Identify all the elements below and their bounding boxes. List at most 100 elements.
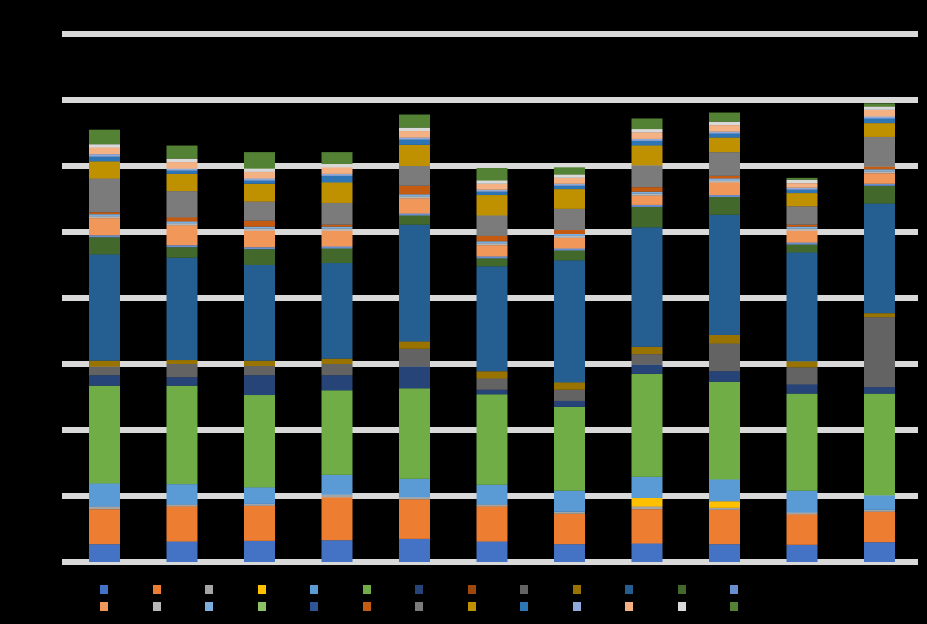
legend-swatch	[310, 585, 318, 594]
bar-segment-2-series-23	[166, 168, 198, 171]
bar-stack-8	[631, 118, 663, 562]
bar-segment-7-series-23	[554, 183, 585, 186]
bar-segment-1-series-12	[89, 237, 120, 255]
bar-segment-10-series-5	[786, 490, 818, 513]
bar-segment-8-series-11	[631, 227, 663, 347]
bar-segment-2-series-1	[166, 541, 198, 562]
bar-segment-3-series-19	[244, 220, 275, 227]
bar-segment-6-series-21	[476, 195, 508, 216]
bar-segment-5-series-15	[399, 196, 430, 199]
legend-item-series-24	[625, 602, 635, 611]
legend-swatch	[520, 585, 528, 594]
bar-segment-7-series-15	[554, 235, 585, 238]
bar-segment-6-series-19	[476, 235, 508, 242]
bar-segment-2-series-19	[166, 217, 198, 222]
bar-segment-10-series-16	[786, 226, 818, 229]
bar-segment-6-series-13	[476, 256, 508, 259]
legend-item-series-26	[730, 602, 740, 611]
bar-segment-11-series-13	[864, 183, 895, 186]
bar-segment-4-series-3	[321, 494, 353, 498]
bar-segment-3-series-24	[244, 171, 275, 179]
bar-segment-6-series-10	[476, 371, 508, 379]
bar-stack-5	[399, 114, 430, 562]
bar-segment-5-series-22	[399, 139, 430, 145]
bar-segment-10-series-13	[786, 242, 818, 245]
bar-stack-2	[166, 145, 198, 562]
bar-segment-3-series-9	[244, 365, 275, 376]
bar-segment-4-series-1	[321, 540, 353, 562]
bar-segment-10-series-26	[786, 177, 818, 180]
bar-segment-5-series-12	[399, 215, 430, 225]
bar-segment-11-series-9	[864, 317, 895, 388]
bar-segment-9-series-4	[709, 501, 740, 508]
legend-item-series-13	[730, 585, 740, 594]
bar-stack-3	[244, 152, 275, 562]
bar-segment-8-series-14	[631, 195, 663, 205]
legend-swatch	[467, 585, 476, 594]
bar-segment-4-series-23	[321, 173, 353, 176]
legend-swatch	[257, 585, 266, 594]
bar-segment-3-series-11	[244, 265, 275, 361]
bar-segment-10-series-14	[786, 230, 818, 243]
bar-segment-7-series-9	[554, 389, 585, 401]
bar-segment-9-series-19	[709, 175, 740, 179]
bar-segment-11-series-20	[864, 136, 895, 167]
legend-swatch	[677, 602, 686, 611]
bar-segment-11-series-10	[864, 313, 895, 318]
bar-segment-9-series-2	[709, 509, 740, 545]
bar-segment-1-series-13	[89, 235, 120, 238]
legend-item-series-3	[205, 585, 215, 594]
legend-swatch	[625, 585, 633, 594]
bar-segment-4-series-10	[321, 358, 353, 364]
bar-segment-9-series-15	[709, 180, 740, 183]
bar-segment-6-series-24	[476, 183, 508, 190]
bar-segment-9-series-3	[709, 507, 740, 510]
bar-segment-10-series-12	[786, 244, 818, 253]
bar-segment-9-series-9	[709, 343, 740, 372]
bar-segment-10-series-23	[786, 187, 818, 190]
bar-segment-1-series-11	[89, 254, 120, 361]
bar-segment-8-series-22	[631, 140, 663, 146]
bar-segment-6-series-7	[476, 389, 508, 395]
bar-segment-10-series-20	[786, 206, 818, 225]
bar-segment-2-series-14	[166, 225, 198, 246]
bar-segment-10-series-10	[786, 361, 818, 368]
legend-item-series-14	[100, 602, 110, 611]
bar-segment-7-series-6	[554, 406, 585, 491]
legend-item-series-22	[520, 602, 530, 611]
legend-item-series-10	[572, 585, 583, 594]
legend	[100, 585, 820, 619]
bar-segment-11-series-15	[864, 171, 895, 174]
bar-segment-3-series-16	[244, 226, 275, 229]
bar-segment-1-series-2	[89, 509, 120, 545]
bar-segment-7-series-11	[554, 260, 585, 383]
bar-segment-9-series-24	[709, 125, 740, 132]
bar-segment-1-series-14	[89, 218, 120, 236]
bar-segment-8-series-3	[631, 506, 663, 510]
bar-segment-9-series-23	[709, 131, 740, 134]
bar-segment-9-series-14	[709, 182, 740, 196]
bar-segment-11-series-26	[864, 103, 895, 107]
bar-segment-9-series-10	[709, 334, 740, 344]
bar-segment-4-series-12	[321, 248, 353, 264]
bar-segment-2-series-24	[166, 162, 198, 169]
bar-segment-11-series-6	[864, 393, 895, 496]
bar-segment-7-series-7	[554, 400, 585, 407]
bar-segment-1-series-3	[89, 506, 120, 510]
bar-segment-11-series-7	[864, 387, 895, 394]
bar-segment-6-series-26	[476, 167, 508, 181]
legend-swatch	[310, 602, 318, 611]
bar-segment-7-series-24	[554, 177, 585, 184]
bar-stack-6	[476, 167, 508, 562]
bar-segment-2-series-11	[166, 257, 198, 361]
bar-segment-4-series-11	[321, 263, 353, 359]
bar-segment-8-series-4	[631, 497, 663, 507]
bar-segment-2-series-12	[166, 247, 198, 258]
bar-segment-6-series-5	[476, 484, 508, 505]
bar-segment-9-series-20	[709, 152, 740, 176]
bar-segment-9-series-26	[709, 112, 740, 122]
legend-item-series-8	[467, 585, 478, 594]
legend-swatch	[100, 585, 108, 594]
bar-segment-2-series-3	[166, 504, 198, 507]
